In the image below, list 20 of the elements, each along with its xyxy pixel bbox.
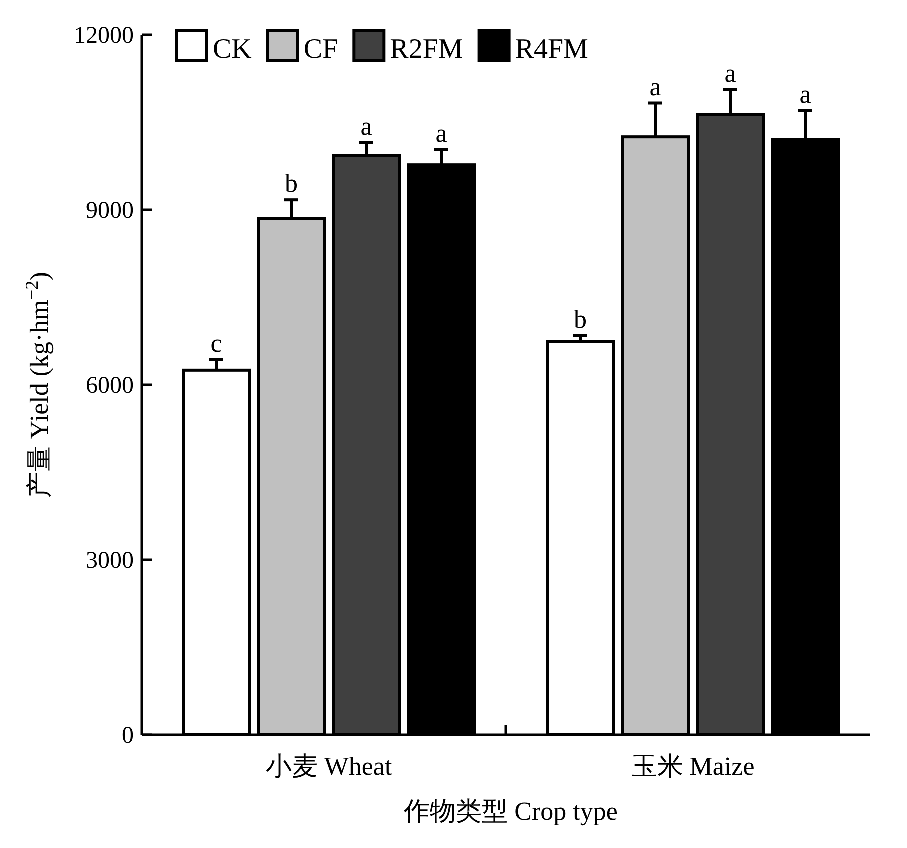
legend-label: R4FM	[515, 34, 589, 65]
legend-label: CF	[304, 34, 338, 65]
x-tick-label: 小麦 Wheat	[266, 752, 393, 781]
data-label: a	[436, 118, 448, 148]
x-axis-title: 作物类型 Crop type	[403, 797, 618, 826]
data-label: b	[285, 169, 298, 198]
data-label: a	[800, 80, 812, 109]
y-tick-label: 9000	[86, 198, 134, 224]
y-tick-label: 0	[122, 723, 134, 749]
data-label: b	[574, 305, 587, 334]
data-label: c	[210, 328, 222, 358]
y-tick-label: 6000	[86, 373, 134, 399]
data-label: a	[724, 58, 737, 88]
legend-label: R2FM	[390, 34, 464, 65]
y-tick-label: 3000	[86, 548, 134, 574]
data-label: a	[650, 72, 662, 102]
data-label: a	[360, 112, 373, 141]
legend-label: CK	[213, 34, 252, 65]
x-tick-label: 玉米 Maize	[631, 752, 755, 781]
y-tick-label: 12000	[74, 23, 134, 49]
